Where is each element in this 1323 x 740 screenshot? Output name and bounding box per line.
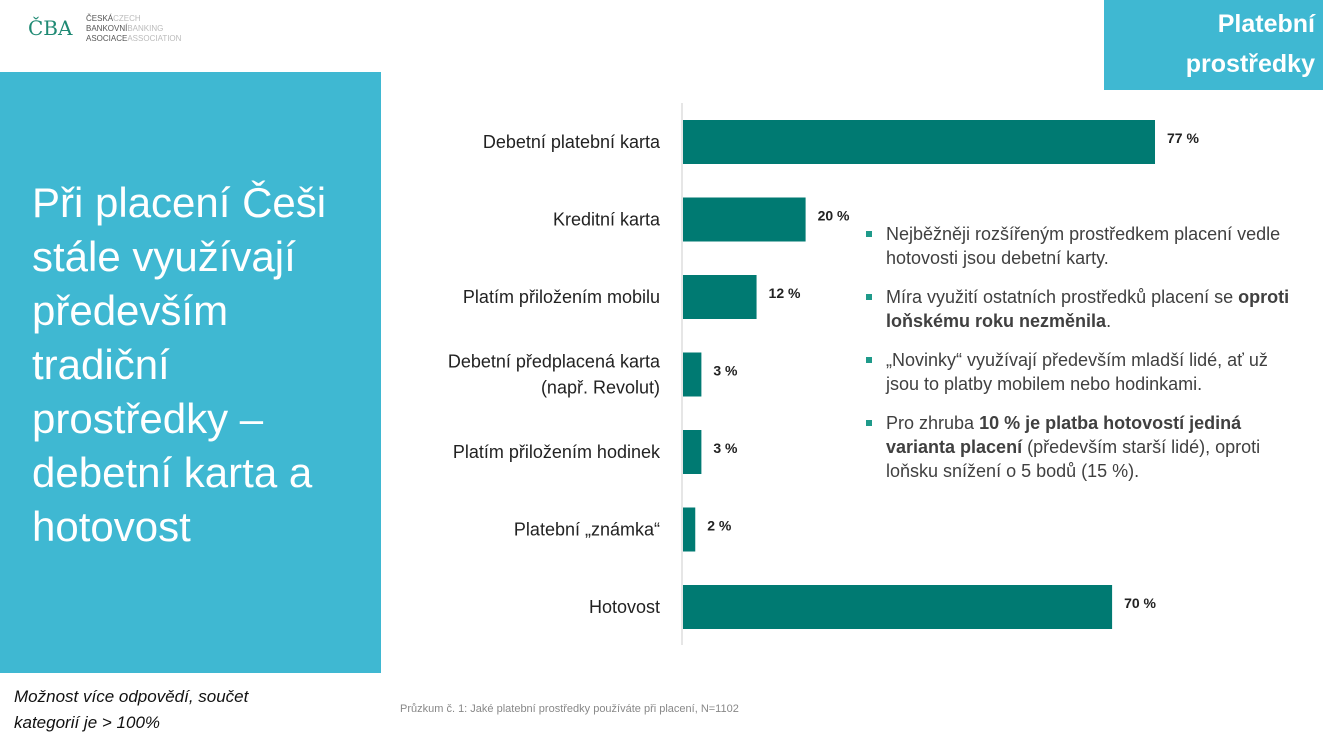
bar — [683, 507, 696, 552]
data-label: 2 % — [707, 518, 732, 534]
bullet-item: „Novinky“ využívají především mladší lid… — [866, 348, 1296, 396]
category-label: Debetní předplacená karta — [448, 352, 661, 372]
logo-line: BANKOVNÍBANKING — [86, 24, 164, 33]
data-label: 12 % — [769, 285, 801, 301]
survey-source: Průzkum č. 1: Jaké platební prostředky p… — [400, 703, 739, 715]
cba-logo: ČBA ČESKÁCZECH BANKOVNÍBANKING ASOCIACEASS… — [28, 6, 181, 52]
category-label: (např. Revolut) — [541, 378, 660, 398]
bullet-item: Nejběžněji rozšířeným prostředkem placen… — [866, 222, 1296, 270]
category-label: Platební „známka“ — [514, 520, 660, 540]
bar — [683, 352, 702, 397]
category-label: Debetní platební karta — [483, 132, 661, 152]
footnote: Možnost více odpovědí, součet kategorií … — [14, 684, 248, 736]
bar — [683, 430, 702, 474]
bar — [683, 585, 1113, 629]
title-panel: Při placení Češi stále využívají předevš… — [0, 72, 381, 673]
bar — [683, 275, 757, 319]
category-label: Kreditní karta — [553, 210, 661, 230]
data-label: 70 % — [1124, 595, 1156, 611]
logo-mark: ČBA — [28, 16, 73, 40]
category-label: Platím přiložením hodinek — [453, 442, 661, 462]
section-tag-line1: Platební — [1217, 10, 1315, 38]
bullet-item: Míra využití ostatních prostředků placen… — [866, 285, 1296, 333]
page-title: Při placení Češi stále využívají předevš… — [32, 179, 327, 550]
logo-line: ČESKÁCZECH — [86, 14, 141, 23]
section-tag-line2: prostředky — [1185, 50, 1315, 78]
logo-text: ČESKÁCZECH BANKOVNÍBANKING ASOCIACEASSOCIA… — [86, 14, 181, 44]
data-label: 77 % — [1167, 130, 1199, 146]
footnote-line2: kategorií je > 100% — [14, 713, 161, 732]
bar — [683, 197, 806, 242]
footnote-line1: Možnost více odpovědí, součet — [14, 687, 249, 706]
category-label: Hotovost — [589, 597, 660, 617]
section-tag: Platební prostředky — [1104, 0, 1323, 90]
bar — [683, 120, 1156, 164]
bullet-list: Nejběžněji rozšířeným prostředkem placen… — [866, 222, 1296, 498]
logo-line: ASOCIACEASSOCIATION — [86, 34, 182, 43]
bullet-item: Pro zhruba 10 % je platba hotovostí jedi… — [866, 411, 1296, 483]
data-label: 20 % — [818, 208, 850, 224]
data-label: 3 % — [713, 440, 738, 456]
data-label: 3 % — [713, 363, 738, 379]
category-label: Platím přiložením mobilu — [463, 287, 660, 307]
